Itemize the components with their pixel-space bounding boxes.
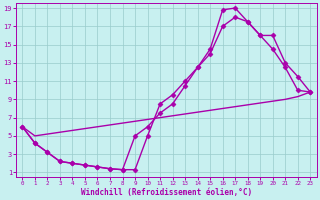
X-axis label: Windchill (Refroidissement éolien,°C): Windchill (Refroidissement éolien,°C)	[81, 188, 252, 197]
